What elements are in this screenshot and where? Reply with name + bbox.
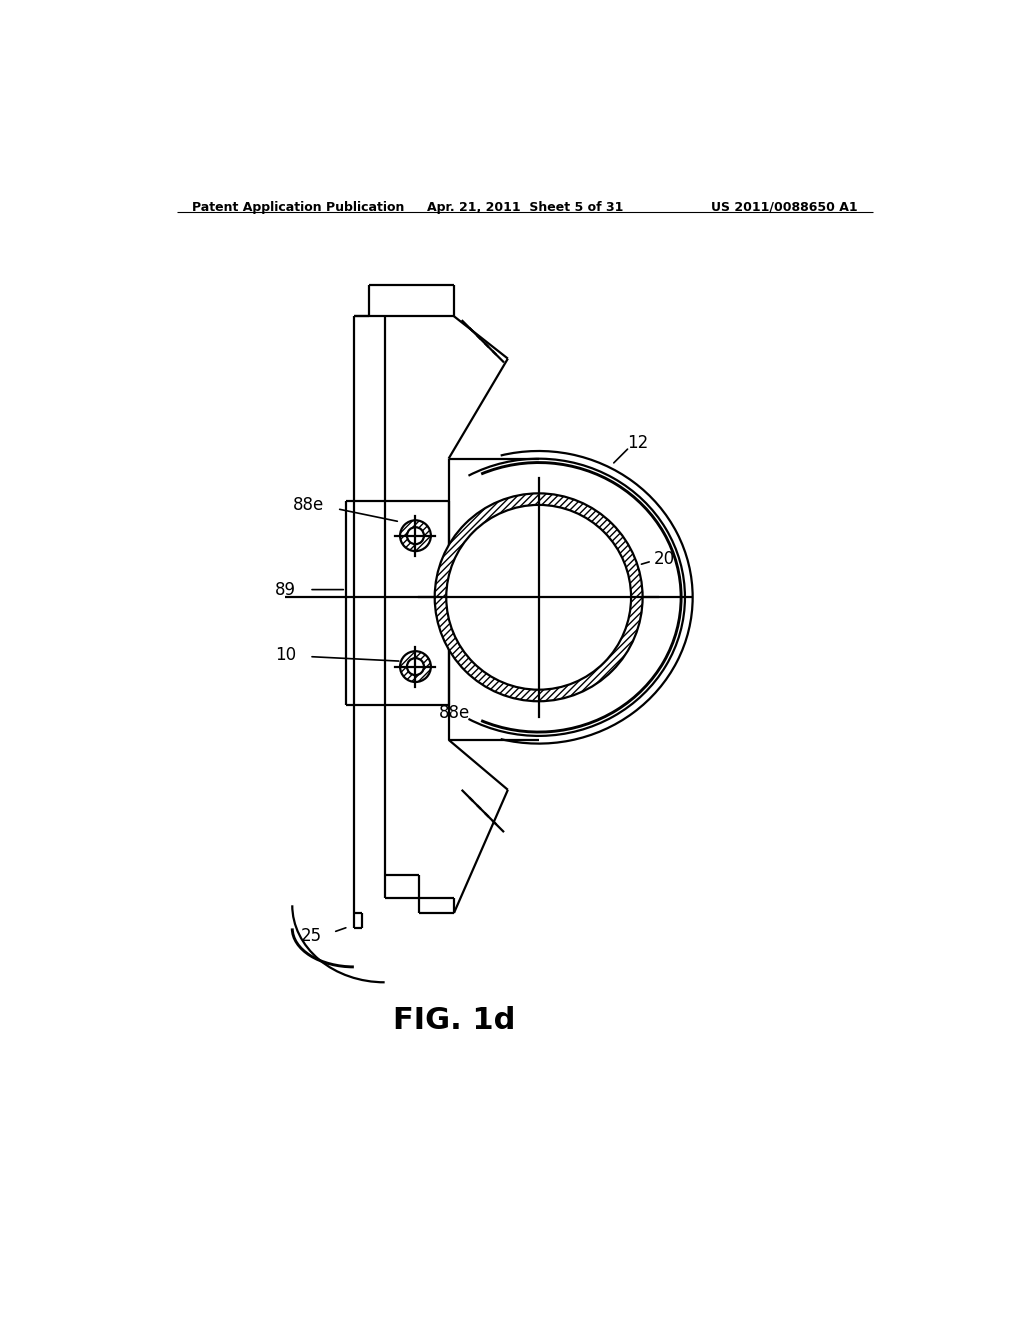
Circle shape: [400, 520, 431, 552]
Circle shape: [435, 494, 643, 701]
Text: Apr. 21, 2011  Sheet 5 of 31: Apr. 21, 2011 Sheet 5 of 31: [427, 201, 623, 214]
Circle shape: [407, 659, 424, 675]
Text: 20: 20: [654, 550, 675, 568]
Text: Patent Application Publication: Patent Application Publication: [193, 201, 404, 214]
Text: FIG. 1d: FIG. 1d: [393, 1006, 515, 1035]
Circle shape: [400, 651, 431, 682]
Text: US 2011/0088650 A1: US 2011/0088650 A1: [711, 201, 857, 214]
Text: 88e: 88e: [438, 704, 470, 722]
Text: 89: 89: [275, 581, 296, 598]
Text: 88e: 88e: [293, 496, 325, 513]
Circle shape: [446, 506, 631, 690]
Text: 10: 10: [275, 645, 296, 664]
Circle shape: [407, 527, 424, 544]
Text: 12: 12: [628, 434, 648, 453]
Text: 25: 25: [300, 927, 322, 945]
